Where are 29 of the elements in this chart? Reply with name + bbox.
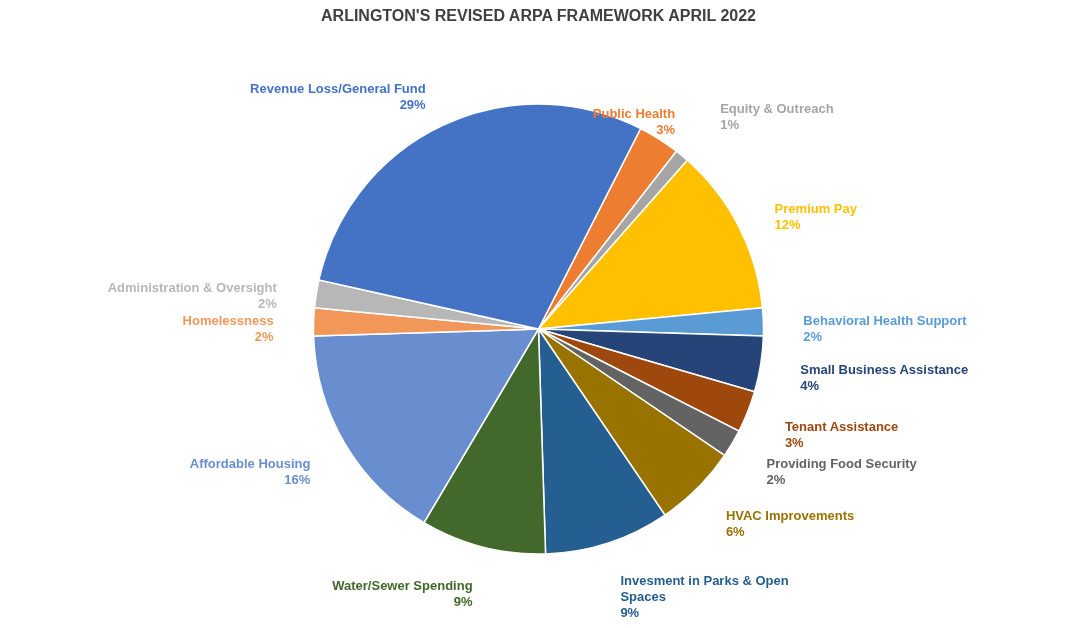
data-label: 2%: [803, 328, 823, 344]
data-label: 9%: [620, 605, 640, 621]
chart-title: ARLINGTON'S REVISED ARPA FRAMEWORK APRIL 2022: [321, 7, 757, 24]
slice-label: Revenue Loss/General Fund: [250, 81, 426, 97]
slice-label: Small Business Assistance: [800, 362, 969, 378]
slice-label: Public Health: [592, 105, 676, 121]
data-label: 2%: [254, 328, 275, 344]
slice-label: HVAC Improvements: [725, 508, 855, 524]
slice-label: Homelessness: [182, 312, 274, 328]
data-label: 4%: [800, 378, 820, 394]
data-label: 2%: [257, 295, 278, 311]
slice-label: Affordable Housing: [189, 455, 311, 471]
slice-label: Invesment in Parks & Open Spaces: [620, 573, 789, 605]
slice-label: Premium Pay: [774, 200, 858, 216]
data-label: 3%: [656, 121, 676, 137]
data-label: 9%: [453, 593, 474, 609]
slice-label: Administration & Oversight: [107, 279, 278, 295]
slice-label: Providing Food Security: [766, 455, 918, 471]
slice-label: Equity & Outreach: [720, 101, 834, 117]
data-label: 3%: [784, 434, 805, 450]
data-label: 12%: [774, 216, 802, 232]
data-label: 2%: [766, 471, 786, 487]
slice-label: Behavioral Health Support: [803, 312, 968, 328]
slice-label: Water/Sewer Spending: [332, 577, 473, 593]
data-label: 6%: [725, 524, 746, 540]
data-label: 16%: [284, 471, 311, 487]
slice-label: Tenant Assistance: [784, 418, 899, 434]
data-label: 1%: [720, 117, 740, 133]
data-label: 29%: [399, 97, 427, 113]
